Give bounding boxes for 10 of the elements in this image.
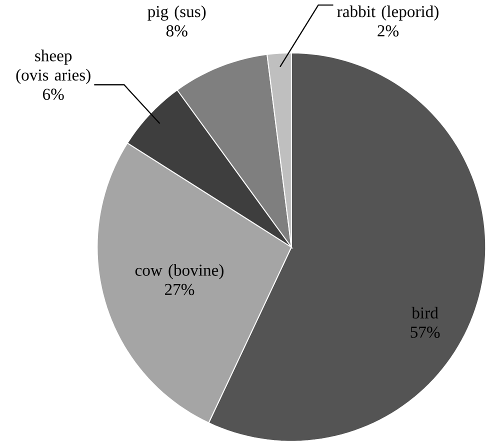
data-label: 2% [378,25,399,37]
slice-label: cow (bovine) [135,264,224,280]
slice-label: bird [412,306,438,319]
data-label: 6% [42,88,64,100]
slice-label: rabbit (leporid) [337,6,438,21]
slice-label: sheep (ovis aries) [16,50,90,84]
data-label: 27% [165,284,194,296]
data-label: 8% [166,25,188,37]
slice-label: pig (sus) [148,6,206,21]
data-label: 57% [410,326,440,338]
